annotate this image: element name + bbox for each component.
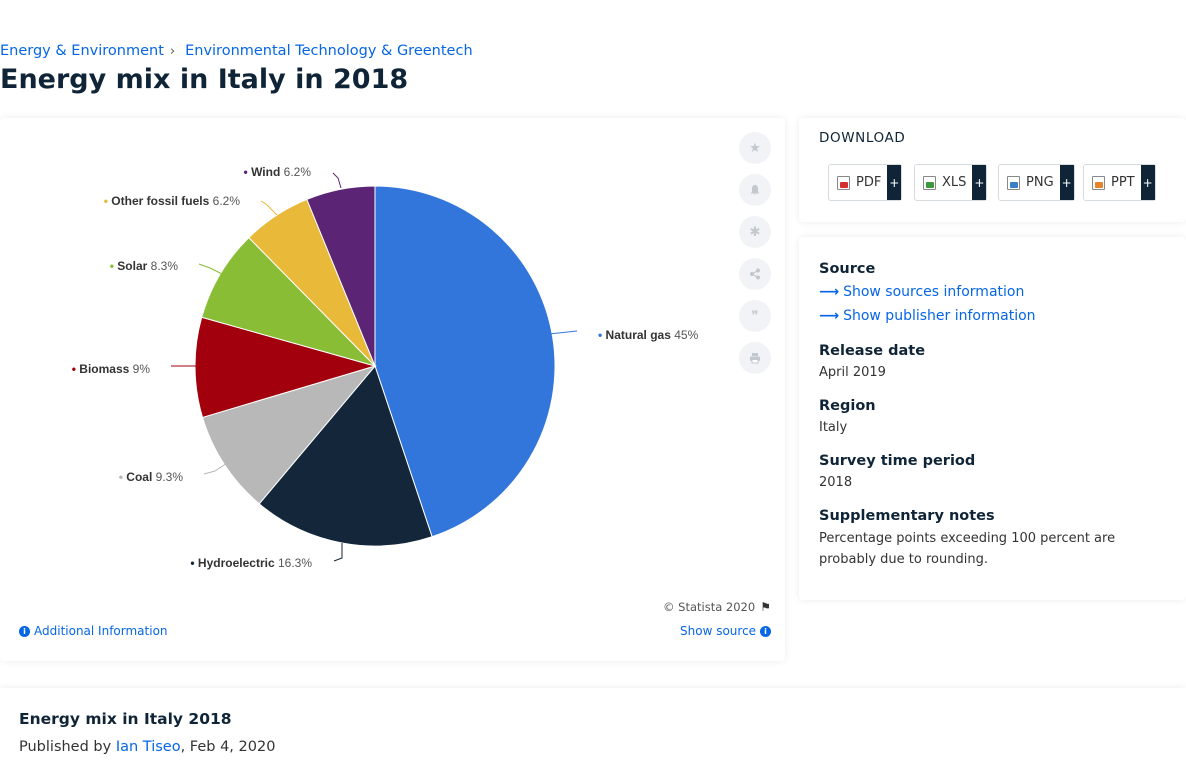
published-date: , Feb 4, 2020: [180, 739, 276, 755]
download-png-button[interactable]: PNG +: [998, 164, 1075, 201]
region-value: Italy: [819, 420, 848, 435]
copyright: © Statista 2020 ⚑: [663, 600, 771, 614]
show-sources-link[interactable]: ⟶ Show sources information: [819, 284, 1024, 300]
plus-icon[interactable]: +: [887, 165, 902, 200]
show-source-label: Show source: [680, 624, 757, 638]
download-pdf-label: PDF: [856, 175, 882, 190]
download-pdf-button[interactable]: PDF +: [828, 164, 903, 201]
pie-data-label: • Natural gas 45%: [598, 328, 699, 342]
plus-icon[interactable]: +: [1140, 165, 1155, 200]
region-heading: Region: [819, 398, 876, 414]
release-date-heading: Release date: [819, 343, 926, 359]
breadcrumb: Energy & Environment › Environmental Tec…: [0, 43, 473, 59]
pie-data-label: • Biomass 9%: [72, 362, 151, 376]
download-xls-button[interactable]: XLS +: [914, 164, 988, 201]
breadcrumb-link-greentech[interactable]: Environmental Technology & Greentech: [185, 43, 473, 59]
download-card: DOWNLOAD PDF + XLS + PNG + PPT +: [799, 118, 1186, 222]
info-icon: i: [19, 625, 30, 637]
copyright-text: © Statista 2020: [663, 600, 756, 614]
source-heading: Source: [819, 261, 876, 277]
download-xls-label: XLS: [942, 175, 967, 190]
published-prefix: Published by: [19, 739, 112, 755]
pie-slice-biomass[interactable]: [194, 316, 377, 419]
statistic-details-card: Source ⟶ Show sources information ⟶ Show…: [799, 237, 1186, 600]
pie-data-label: • Coal 9.3%: [119, 470, 184, 484]
info-icon: i: [760, 625, 772, 637]
plus-icon[interactable]: +: [1059, 165, 1074, 200]
supplementary-notes-heading: Supplementary notes: [819, 508, 995, 524]
pie-chart: • Natural gas 45% • Hydroelectric 16.3% • …: [72, 165, 699, 570]
survey-period-heading: Survey time period: [819, 453, 976, 469]
pie-data-label: • Solar 8.3%: [110, 259, 179, 273]
release-date-value: April 2019: [819, 365, 886, 380]
survey-period-value: 2018: [819, 475, 853, 490]
pie-slice-solar[interactable]: [201, 236, 377, 367]
additional-information-link[interactable]: i Additional Information: [19, 624, 168, 638]
pie-leader-line: [548, 330, 578, 335]
png-file-icon: [1007, 175, 1020, 190]
author-link[interactable]: Ian Tiseo: [115, 739, 181, 755]
quote-icon[interactable]: ❞: [739, 300, 771, 332]
show-sources-label: Show sources information: [843, 284, 1025, 300]
supplementary-notes-value: Percentage points exceeding 100 percent …: [819, 531, 1116, 567]
show-source-link[interactable]: Show source i: [680, 624, 772, 638]
pie-leader-line: [333, 543, 343, 562]
show-publisher-link[interactable]: ⟶ Show publisher information: [819, 308, 1036, 324]
xls-file-icon: [923, 175, 936, 190]
print-icon[interactable]: [739, 342, 771, 374]
page-title: Energy mix in Italy in 2018: [0, 64, 409, 95]
arrow-right-icon: ⟶: [819, 284, 840, 300]
pdf-file-icon: [837, 175, 850, 190]
pie-data-label: • Hydroelectric 16.3%: [190, 556, 312, 570]
download-png-label: PNG: [1026, 175, 1054, 190]
breadcrumb-link-energy[interactable]: Energy & Environment: [0, 43, 164, 59]
pie-slice-wind[interactable]: [306, 185, 376, 367]
pie-data-label: • Wind 6.2%: [244, 165, 312, 179]
pie-slice-hydroelectric[interactable]: [258, 364, 433, 547]
published-by: Published by Ian Tiseo, Feb 4, 2020: [19, 739, 275, 755]
arrow-right-icon: ⟶: [819, 308, 840, 324]
gear-icon[interactable]: ✱: [739, 216, 771, 248]
download-ppt-button[interactable]: PPT +: [1083, 164, 1156, 201]
additional-information-label: Additional Information: [34, 624, 168, 638]
flag-icon[interactable]: ⚑: [760, 600, 771, 614]
download-title: DOWNLOAD: [819, 130, 906, 146]
ppt-file-icon: [1092, 175, 1105, 190]
plus-icon[interactable]: +: [972, 165, 987, 200]
pie-leader-line: [198, 263, 223, 275]
show-publisher-label: Show publisher information: [843, 308, 1036, 324]
pie-leader-line: [260, 200, 278, 216]
bell-icon[interactable]: [739, 174, 771, 206]
chevron-right-icon: ›: [169, 43, 176, 59]
share-icon[interactable]: [739, 258, 771, 290]
chart-card: • Natural gas 45% • Hydroelectric 16.3% • …: [0, 118, 785, 661]
chart-toolbar: ★ ✱ ❞: [739, 132, 771, 384]
statistic-title: Energy mix in Italy 2018: [19, 710, 232, 728]
pie-slice-natural-gas[interactable]: [374, 185, 556, 538]
download-ppt-label: PPT: [1111, 175, 1135, 190]
star-icon[interactable]: ★: [739, 132, 771, 164]
description-card: Energy mix in Italy 2018 Published by Ia…: [0, 688, 1186, 760]
pie-leader-line: [332, 172, 342, 189]
pie-data-label: • Other fossil fuels 6.2%: [104, 194, 241, 208]
pie-leader-line: [203, 462, 228, 475]
